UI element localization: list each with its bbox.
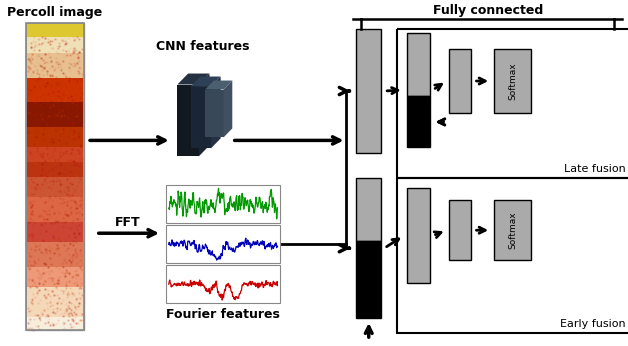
Bar: [356, 178, 381, 241]
Bar: [27, 197, 84, 222]
Bar: [27, 242, 84, 267]
Bar: [406, 188, 430, 283]
Polygon shape: [205, 81, 232, 90]
Bar: [27, 78, 84, 102]
Text: Fully connected: Fully connected: [433, 4, 543, 17]
Bar: [27, 317, 84, 330]
Text: Fourier features: Fourier features: [166, 308, 280, 321]
Bar: [26, 22, 84, 330]
Polygon shape: [178, 84, 199, 156]
Text: CNN features: CNN features: [156, 39, 249, 53]
Text: Softmax: Softmax: [508, 62, 517, 100]
Bar: [397, 29, 628, 178]
Bar: [27, 53, 84, 78]
Bar: [166, 185, 280, 223]
Bar: [397, 178, 628, 333]
Bar: [27, 287, 84, 317]
Text: Early fusion: Early fusion: [560, 319, 626, 329]
Text: Late fusion: Late fusion: [565, 164, 626, 174]
Polygon shape: [199, 74, 210, 156]
Text: FFT: FFT: [115, 216, 141, 229]
Bar: [26, 22, 84, 330]
Bar: [356, 241, 381, 318]
Polygon shape: [224, 81, 232, 137]
Bar: [27, 177, 84, 197]
Bar: [356, 29, 381, 153]
Bar: [166, 225, 280, 263]
Bar: [406, 33, 430, 97]
Polygon shape: [205, 90, 224, 137]
Bar: [449, 200, 471, 260]
Bar: [27, 162, 84, 177]
Bar: [27, 222, 84, 242]
Bar: [406, 97, 430, 147]
Bar: [449, 48, 471, 113]
Bar: [494, 48, 531, 113]
Polygon shape: [211, 76, 220, 148]
Bar: [27, 102, 84, 127]
Polygon shape: [190, 86, 211, 148]
Bar: [27, 127, 84, 147]
Bar: [27, 267, 84, 287]
Bar: [166, 265, 280, 303]
Bar: [27, 147, 84, 162]
Bar: [494, 200, 531, 260]
Polygon shape: [190, 76, 220, 86]
Text: Softmax: Softmax: [508, 211, 517, 249]
Bar: [27, 37, 84, 53]
Polygon shape: [178, 74, 210, 84]
Text: Percoll image: Percoll image: [8, 6, 103, 19]
Bar: [26, 22, 84, 37]
